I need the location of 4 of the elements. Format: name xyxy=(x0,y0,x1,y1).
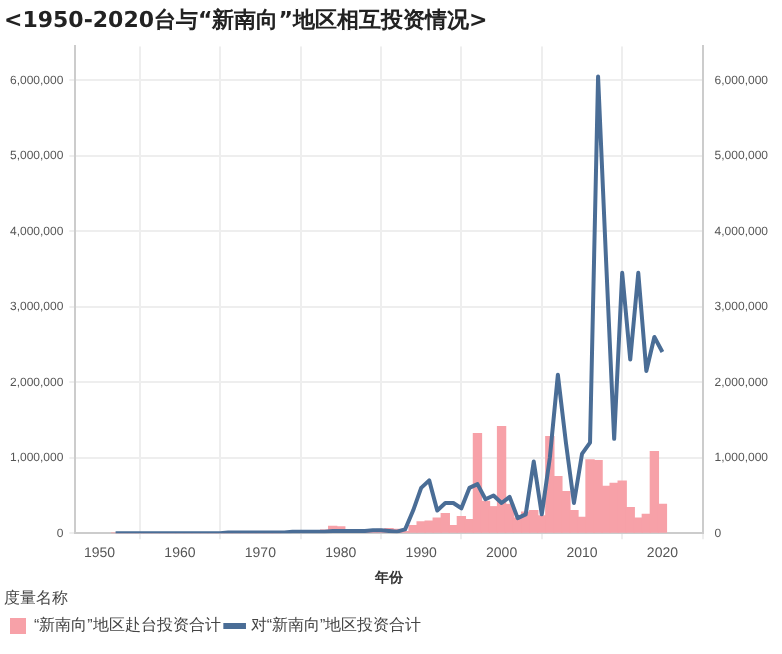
legend-label: 对“新南向”地区投资合计 xyxy=(250,616,422,635)
legend-title: 度量名称 xyxy=(4,589,68,608)
legend-label: “新南向”地区赴台投资合计 xyxy=(34,616,221,635)
chart-title: <1950-2020台与“新南向”地区相互投资情况> xyxy=(4,6,488,33)
